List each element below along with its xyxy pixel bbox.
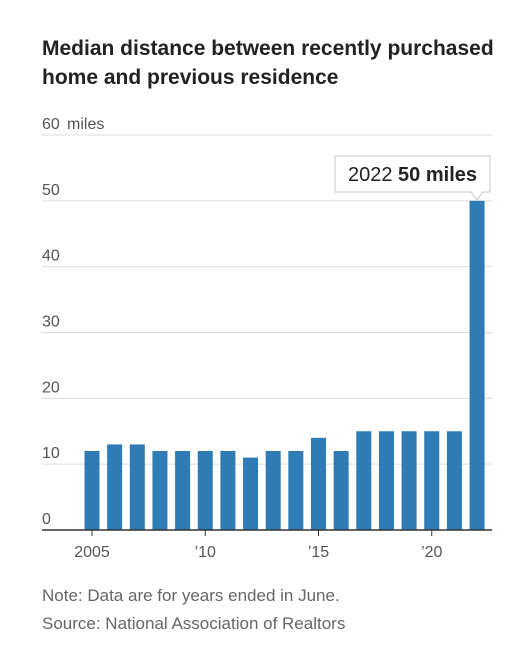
bar-2012 bbox=[243, 457, 259, 530]
y-tick-label-0: 0 bbox=[42, 511, 51, 528]
y-tick-label-40: 40 bbox=[42, 248, 60, 265]
callout-box bbox=[334, 155, 491, 201]
x-tick-label-2020: ’20 bbox=[421, 544, 442, 561]
bar-2018 bbox=[378, 431, 394, 530]
bar-2011 bbox=[220, 451, 236, 530]
y-unit-label: miles bbox=[67, 116, 104, 133]
bar-2017 bbox=[356, 431, 372, 530]
y-tick-label-10: 10 bbox=[42, 445, 60, 462]
bar-2005 bbox=[84, 451, 100, 530]
y-tick-label-60: 60 bbox=[42, 116, 60, 133]
bar-2015 bbox=[311, 437, 326, 530]
bar-2013 bbox=[265, 451, 281, 530]
chart-notes: Note: Data are for years ended in June. … bbox=[42, 582, 345, 638]
note-text: Note: Data are for years ended in June. bbox=[42, 586, 340, 605]
bar-2022 bbox=[469, 200, 485, 531]
bar-2019 bbox=[401, 431, 417, 530]
bar-2020 bbox=[424, 431, 440, 530]
source-text: Source: National Association of Realtors bbox=[42, 614, 346, 633]
callout-label: 2022 50 miles bbox=[348, 164, 477, 186]
x-tick-label-2015: ’15 bbox=[308, 544, 329, 561]
bar-chart: 60 miles 50 40 30 20 10 0 2005 ’10 ’15 ’20 2022 50… bbox=[42, 116, 492, 561]
x-axis: 2005 ’10 ’15 ’20 bbox=[42, 529, 492, 561]
bar-2007 bbox=[129, 444, 145, 530]
bar-2021 bbox=[446, 431, 462, 530]
callout-value: 50 miles bbox=[398, 164, 477, 186]
y-tick-label-50: 50 bbox=[42, 182, 60, 199]
bar-2014 bbox=[288, 451, 304, 530]
y-tick-label-30: 30 bbox=[42, 314, 60, 331]
x-tick-label-2005: 2005 bbox=[74, 544, 110, 561]
y-axis-ticks: 60 miles 50 40 30 20 10 0 bbox=[42, 116, 104, 528]
bar-2016 bbox=[333, 451, 349, 530]
annotation-callout: 2022 50 miles bbox=[334, 155, 491, 201]
bar-2009 bbox=[175, 451, 191, 530]
x-tick-label-2010: ’10 bbox=[195, 544, 216, 561]
bar-2006 bbox=[107, 444, 123, 530]
chart-title: Median distance between recently purchas… bbox=[42, 37, 494, 89]
callout-year: 2022 bbox=[348, 164, 398, 186]
bar-2008 bbox=[152, 451, 168, 530]
bars bbox=[84, 200, 485, 531]
y-tick-label-20: 20 bbox=[42, 379, 60, 396]
bar-2010 bbox=[197, 451, 213, 530]
